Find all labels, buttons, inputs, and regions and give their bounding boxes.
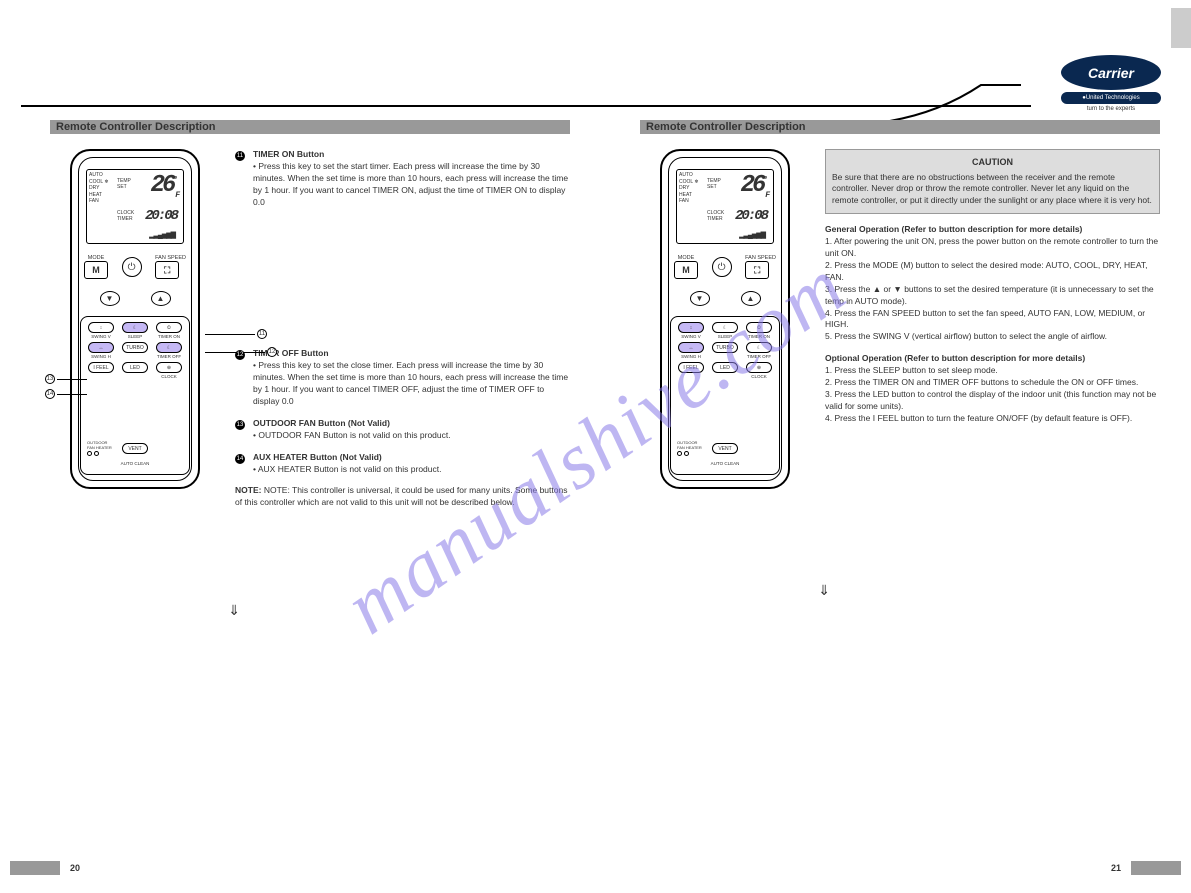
lcd-modes: AUTOCOOL ❄DRYHEATFAN	[89, 172, 109, 205]
swingh-button: ↔	[88, 342, 114, 353]
lcd-fan-bars: ▂▃▄▅▆▇	[149, 231, 175, 239]
caution-box: CAUTION Be sure that there are no obstru…	[825, 149, 1160, 214]
optop-title: Optional Operation (Refer to button desc…	[825, 353, 1085, 363]
op-step: 2. Press the TIMER ON and TIMER OFF butt…	[825, 377, 1160, 389]
bullet-13: 13OUTDOOR FAN Button (Not Valid)• OUTDOO…	[235, 418, 570, 442]
ifeel-button: I FEEL	[88, 362, 114, 373]
logo-bar: ● United Technologies	[1061, 92, 1161, 104]
button-grid: ↕SWING V ☾SLEEP ⏲TIMER ON ↔SWING H TURBO…	[85, 322, 185, 379]
optional-op: Optional Operation (Refer to button desc…	[825, 353, 1160, 424]
bullet-12: 12TIMER OFF Button• Press this key to se…	[235, 348, 570, 407]
side-tab	[1171, 8, 1191, 48]
page-number: 21	[1111, 863, 1121, 873]
op-step: 1. After powering the unit ON, press the…	[825, 236, 1160, 260]
turbo-button: TURBO	[122, 342, 148, 353]
general-op: General Operation (Refer to button descr…	[825, 224, 1160, 343]
b12-body: • Press this key to set the close timer.…	[253, 360, 570, 408]
tiny-buttons: OUTDOORFAN HEATER	[87, 440, 112, 456]
sleep-button: ☾	[122, 322, 148, 333]
b11-body: • Press this key to set the start timer.…	[253, 161, 570, 209]
op-step: 5. Press the SWING V (vertical airflow) …	[825, 331, 1160, 343]
b14-body: • AUX HEATER Button is not valid on this…	[253, 464, 442, 476]
fanspeed-button: ⛶	[745, 261, 769, 279]
logo-tagline: turn to the experts	[1051, 106, 1171, 112]
fanspeed-label: FAN SPEED	[155, 255, 186, 261]
timeron-button: ⏲	[156, 322, 182, 333]
callout-14: 14	[45, 389, 87, 399]
caution-title: CAUTION	[832, 156, 1153, 169]
op-step: 2. Press the MODE (M) button to select t…	[825, 260, 1160, 284]
callout-11: 11	[205, 329, 267, 339]
swingv-button: ↕	[88, 322, 114, 333]
lcd-screen: AUTOCOOL ❄DRYHEATFAN TEMPSET 26°F CLOCKT…	[86, 169, 184, 244]
down-button: ▼	[100, 291, 120, 306]
down-button: ▼	[690, 291, 710, 306]
clock-button: ⊕	[156, 362, 182, 373]
led-button: LED	[122, 362, 148, 373]
section-heading: Remote Controller Description	[50, 120, 570, 134]
vent-button: VENT	[122, 443, 148, 454]
up-button: ▲	[741, 291, 761, 306]
up-button: ▲	[151, 291, 171, 306]
fanspeed-button: ⛶	[155, 261, 179, 279]
description-column: 11TIMER ON Button• Press this key to set…	[235, 149, 570, 509]
logo-oval: Carrier	[1061, 55, 1161, 90]
b13-body: • OUTDOOR FAN Button is not valid on thi…	[253, 430, 451, 442]
genop-title: General Operation (Refer to button descr…	[825, 224, 1082, 234]
flip-panel: ↕SWING V ☾SLEEP ⏲TIMER ON ↔SWING H TURBO…	[80, 316, 190, 475]
remote-column: AUTOCOOL ❄DRYHEATFAN TEMPSET 26°F CLOCKT…	[50, 149, 220, 509]
op-step: 1. Press the SLEEP button to set sleep m…	[825, 365, 1160, 377]
power-button: ⏻	[122, 257, 142, 277]
lcd-temp: 26°F	[151, 172, 177, 200]
description-column: CAUTION Be sure that there are no obstru…	[825, 149, 1160, 489]
page-number: 20	[70, 863, 80, 873]
arrow-row: ▼ ▲	[84, 291, 186, 306]
remote-diagram: AUTOCOOL ❄DRYHEATFAN TEMPSET 26°F CLOCKT…	[70, 149, 200, 489]
op-step: 3. Press the ▲ or ▼ buttons to set the d…	[825, 284, 1160, 308]
slide-arrow-icon: ⇓	[818, 582, 830, 599]
footer-bar	[10, 861, 60, 875]
op-step: 3. Press the LED button to control the d…	[825, 389, 1160, 413]
autoclean-label: AUTO CLEAN	[121, 461, 150, 466]
mode-button: M	[84, 261, 108, 279]
b14-title: AUX HEATER Button (Not Valid)	[253, 452, 382, 462]
b13-title: OUTDOOR FAN Button (Not Valid)	[253, 418, 390, 428]
section-heading: Remote Controller Description	[640, 120, 1160, 134]
footer-bar	[1131, 861, 1181, 875]
bullet-11: 11TIMER ON Button• Press this key to set…	[235, 149, 570, 208]
op-step: 4. Press the FAN SPEED button to set the…	[825, 308, 1160, 332]
page-right: Remote Controller Description AUTOCOOL ❄…	[640, 120, 1160, 489]
remote-column: AUTOCOOL ❄DRYHEATFAN TEMPSET 26°F CLOCKT…	[640, 149, 810, 489]
lcd-screen: AUTOCOOL ❄DRYHEATFAN TEMPSET 26°F CLOCKT…	[676, 169, 774, 244]
slide-arrow-icon: ⇓	[228, 602, 240, 619]
page-left: Remote Controller Description AUTOCOOL ❄…	[50, 120, 570, 509]
callout-13: 13	[45, 374, 87, 384]
power-button: ⏻	[712, 257, 732, 277]
b11-title: TIMER ON Button	[253, 149, 324, 159]
lcd-time: 20:08	[145, 208, 177, 224]
remote-diagram: AUTOCOOL ❄DRYHEATFAN TEMPSET 26°F CLOCKT…	[660, 149, 790, 489]
caution-body: Be sure that there are no obstructions b…	[832, 172, 1153, 208]
bullet-14: 14AUX HEATER Button (Not Valid)• AUX HEA…	[235, 452, 570, 476]
note: NOTE: NOTE: This controller is universal…	[235, 485, 570, 509]
timeroff-button: ☾	[156, 342, 182, 353]
op-step: 4. Press the I FEEL button to turn the f…	[825, 413, 1160, 425]
mode-button: M	[674, 261, 698, 279]
brand-logo: Carrier ● United Technologies turn to th…	[1051, 55, 1171, 112]
main-button-row: MODEM ⏻ FAN SPEED⛶	[84, 255, 186, 279]
